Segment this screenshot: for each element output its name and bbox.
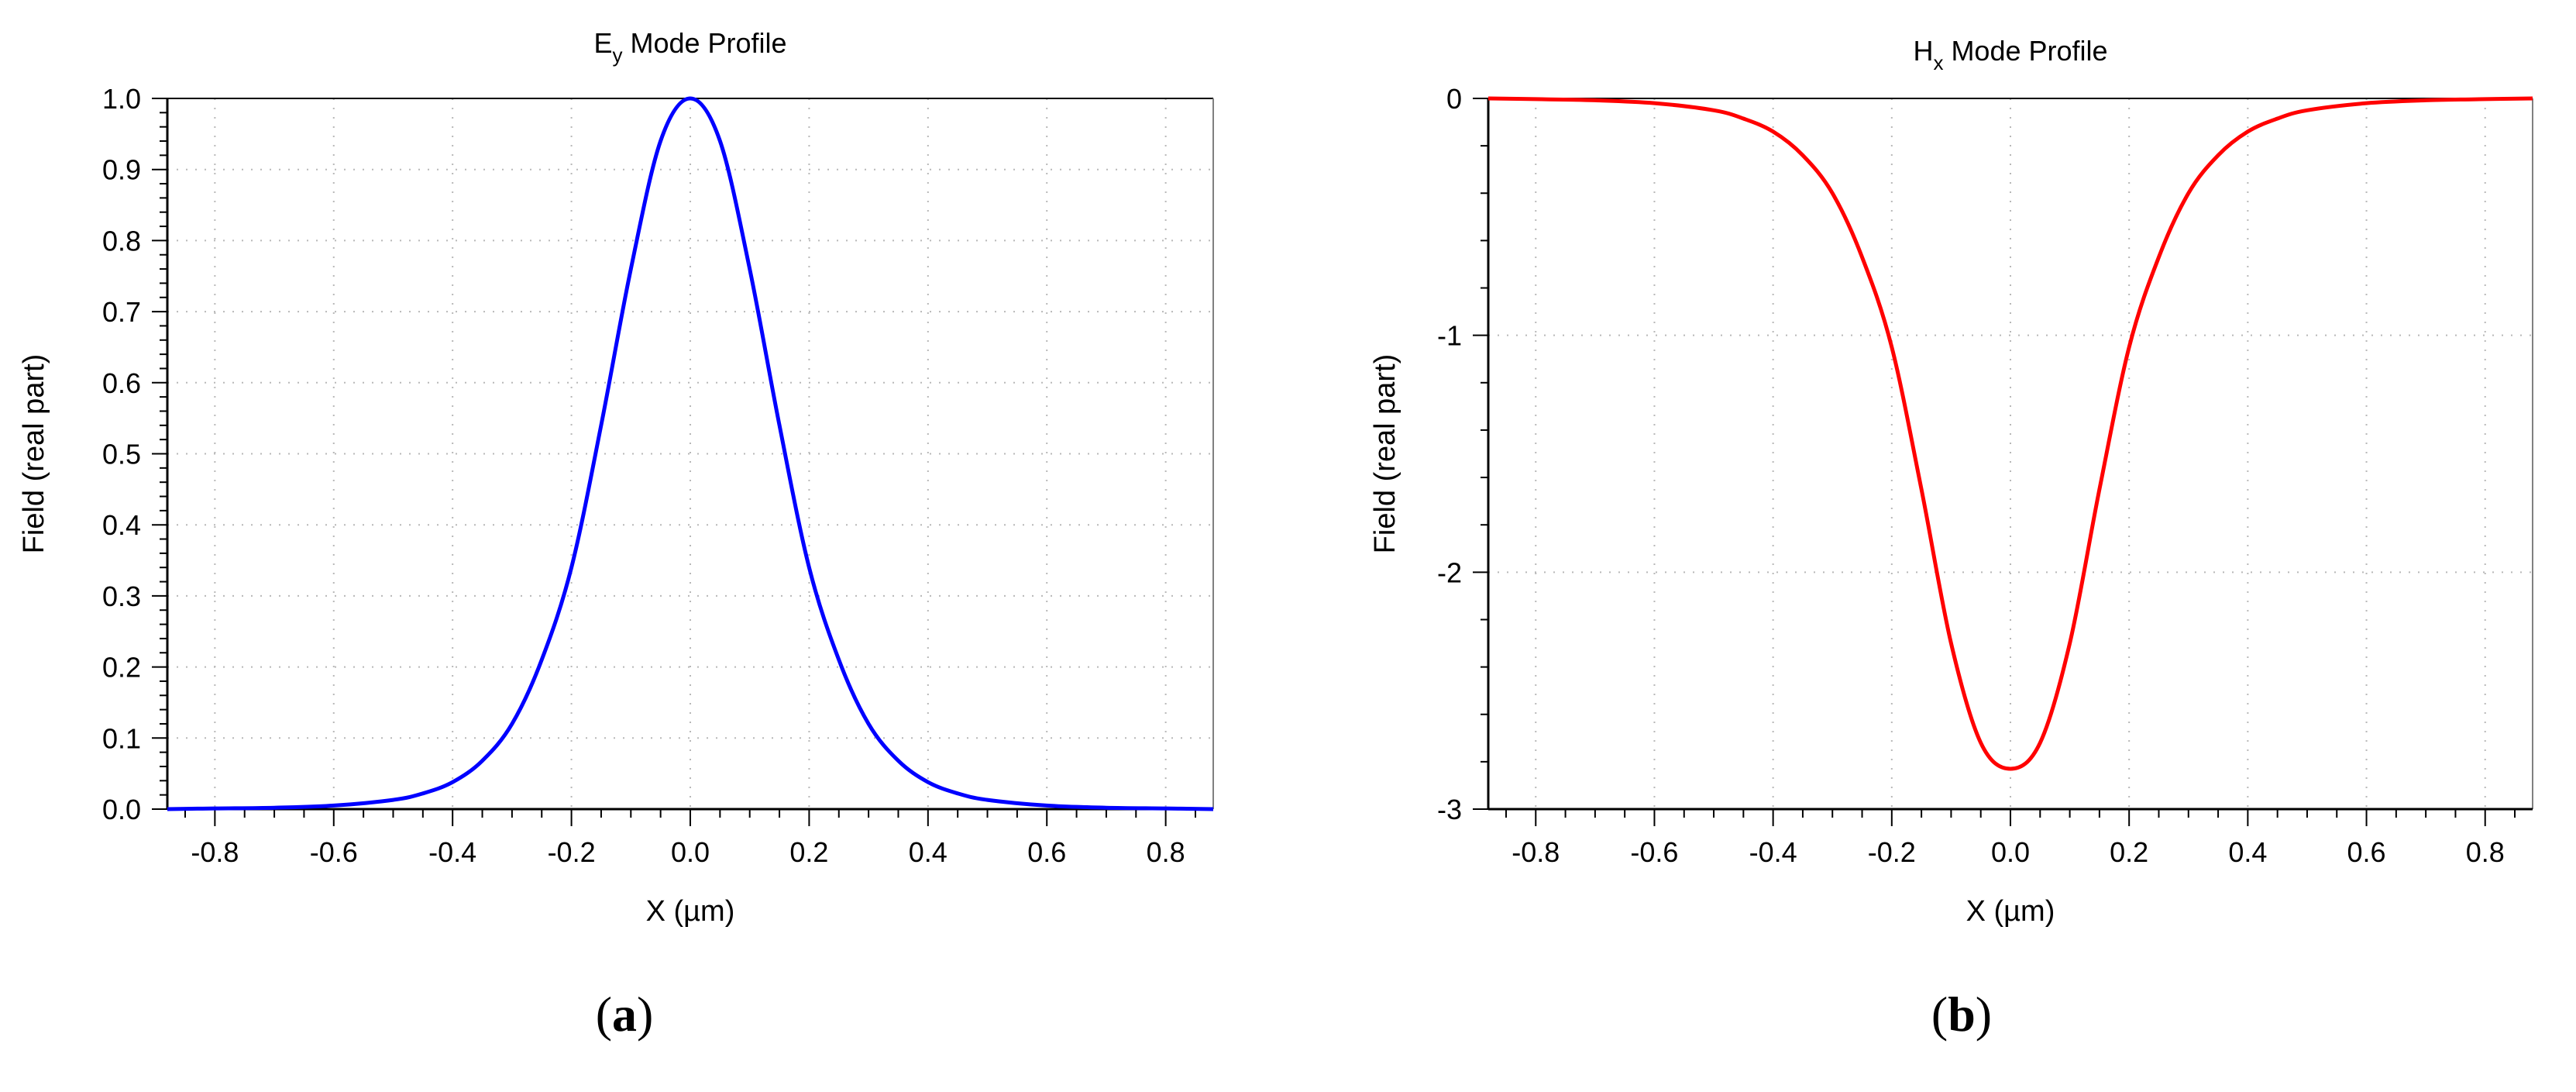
y-tick-label: 1.0 — [102, 83, 141, 115]
x-tick-label: 0.2 — [2110, 836, 2148, 868]
y-tick-label: 0.4 — [102, 509, 141, 541]
y-tick-label: -3 — [1437, 794, 1462, 825]
x-axis-label: X (µm) — [646, 895, 735, 928]
panel-label: (b) — [1931, 987, 1992, 1042]
y-tick-label: -1 — [1437, 320, 1462, 352]
y-axis-label: Field (real part) — [1369, 354, 1401, 554]
y-tick-label: -2 — [1437, 556, 1462, 588]
title-rest: Mode Profile — [1943, 35, 2107, 67]
x-tick-label: 0.0 — [671, 836, 710, 868]
x-tick-label: -0.2 — [1868, 836, 1916, 868]
x-axis-label: X (µm) — [1966, 895, 2055, 928]
y-tick-label: 0.3 — [102, 580, 141, 612]
x-tick-label: 0.0 — [1991, 836, 2030, 868]
y-tick-label: 0 — [1446, 83, 1462, 115]
y-tick-label: 0.0 — [102, 794, 141, 825]
x-tick-label: 0.6 — [1027, 836, 1066, 868]
x-tick-label: 0.8 — [1147, 836, 1185, 868]
panel-label: (a) — [596, 987, 654, 1042]
series-line — [1487, 96, 2533, 771]
x-tick-label: 0.8 — [2466, 836, 2505, 868]
y-tick-label: 0.6 — [102, 367, 141, 399]
y-tick-label: 0.5 — [102, 439, 141, 470]
panel-close-paren: ) — [1976, 987, 1992, 1042]
x-tick-label: -0.8 — [191, 836, 239, 868]
x-tick-label: -0.4 — [428, 836, 476, 868]
y-axis-label: Field (real part) — [18, 354, 50, 554]
y-tick-label: 0.9 — [102, 154, 141, 186]
panel-close-paren: ) — [637, 987, 653, 1042]
panel-open-paren: ( — [1931, 987, 1948, 1042]
panel-open-paren: ( — [596, 987, 612, 1042]
title-main: H — [1913, 35, 1933, 67]
y-tick-label: 0.7 — [102, 296, 141, 328]
chart-panel-b: -0.8 -0.6 -0.4 -0.2 0.0 0.2 0.4 0.6 0.8 -3 -2 -1 0 Hx… — [1369, 35, 2533, 1042]
panel-letter: b — [1948, 987, 1976, 1042]
chart-title: Ey Mode Profile — [593, 27, 786, 67]
title-subscript: x — [1933, 51, 1943, 74]
chart-title: Hx Mode Profile — [1913, 35, 2107, 74]
x-tick-label: -0.6 — [1630, 836, 1678, 868]
x-tick-label: 0.4 — [2228, 836, 2267, 868]
x-tick-label: -0.8 — [1512, 836, 1560, 868]
x-tick-label: 0.2 — [789, 836, 828, 868]
x-tick-label: 0.6 — [2347, 836, 2386, 868]
x-tick-label: -0.2 — [548, 836, 596, 868]
title-main: E — [593, 27, 612, 59]
x-tick-label: -0.6 — [310, 836, 358, 868]
x-tick-label: -0.4 — [1749, 836, 1797, 868]
x-tick-label: 0.4 — [909, 836, 948, 868]
title-rest: Mode Profile — [622, 27, 786, 59]
panel-letter: a — [612, 987, 637, 1042]
chart-panel-a: -0.8 -0.6 -0.4 -0.2 0.0 0.2 0.4 0.6 0.8 0.0 0.1 0.2… — [18, 27, 1214, 1042]
series-line — [167, 96, 1214, 811]
y-tick-label: 0.8 — [102, 225, 141, 257]
y-tick-label: 0.1 — [102, 722, 141, 754]
title-subscript: y — [612, 43, 622, 67]
y-tick-label: 0.2 — [102, 652, 141, 684]
